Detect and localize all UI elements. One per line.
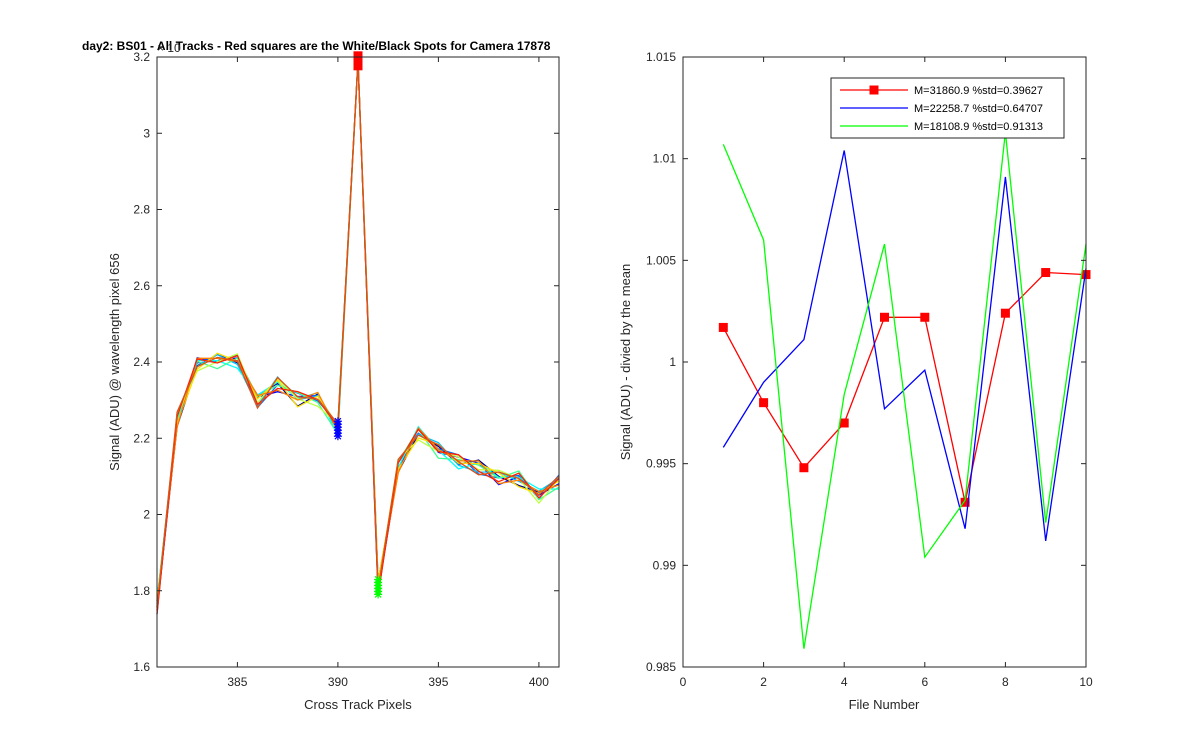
left-exponent-label: × 10 (157, 41, 181, 55)
left-y-tick-label: 1.6 (133, 660, 150, 674)
left-y-tick-label: 3.2 (133, 50, 150, 64)
right-series-line (722, 271, 1087, 503)
right-series-line (722, 150, 1087, 541)
right-series-point (799, 463, 809, 473)
left-plot-ticks: 385 390 395 400 1.6 1.8 2 2.2 2.4 2.6 2.8 3 3.2 (133, 50, 559, 689)
right-series-line (722, 132, 1087, 649)
right-y-tick-label: 1 (669, 355, 676, 369)
left-plot: 385 390 395 400 1.6 1.8 2 2.2 2.4 2.6 2.8 3 3.2 day2… (82, 39, 560, 712)
right-y-tick-label: 1.01 (653, 152, 677, 166)
left-x-tick-label: 395 (428, 675, 448, 689)
left-spot-star-marker (374, 590, 383, 599)
right-series-point (759, 398, 769, 408)
right-y-tick-label: 0.99 (653, 558, 677, 572)
left-y-tick-label: 2.6 (133, 279, 150, 293)
legend-swatch-marker (869, 85, 879, 95)
right-y-axis-label: Signal (ADU) - divied by the mean (618, 264, 633, 461)
left-x-tick-label: 385 (227, 675, 247, 689)
left-y-tick-label: 2 (143, 508, 150, 522)
left-y-tick-label: 2.2 (133, 431, 150, 445)
left-plot-title: day2: BS01 - All Tracks - Red squares ar… (82, 39, 551, 53)
right-y-tick-label: 0.985 (646, 660, 676, 674)
right-y-tick-label: 1.015 (646, 50, 676, 64)
legend-entries: M=31860.9 %std=0.39627 M=22258.7 %std=0.6… (840, 85, 1043, 133)
right-x-tick-label: 4 (841, 675, 848, 689)
left-x-axis-label: Cross Track Pixels (304, 697, 412, 712)
left-y-tick-label: 2.4 (133, 355, 150, 369)
left-x-tick-label: 400 (529, 675, 549, 689)
left-spot-star-marker (333, 432, 342, 441)
left-y-tick-label: 1.8 (133, 584, 150, 598)
right-x-tick-label: 2 (760, 675, 767, 689)
right-x-tick-label: 10 (1079, 675, 1093, 689)
left-white-spot-marker (353, 61, 363, 71)
right-x-tick-label: 8 (1002, 675, 1009, 689)
legend-entry-label: M=22258.7 %std=0.64707 (914, 103, 1043, 115)
right-series-point (1041, 268, 1051, 278)
legend-entry-label: M=18108.9 %std=0.91313 (914, 121, 1043, 133)
right-series-point (839, 418, 849, 428)
left-plot-content (156, 51, 560, 615)
right-plot-ticks: 0 2 4 6 8 10 0.985 0.99 0.995 1 1.005 1.01 1.015 (646, 50, 1093, 689)
left-y-tick-label: 2.8 (133, 203, 150, 217)
right-plot: 0 2 4 6 8 10 0.985 0.99 0.995 1 1.005 1.01 1.015 Fil… (618, 50, 1093, 712)
right-series-point (920, 312, 930, 322)
right-y-tick-label: 1.005 (646, 253, 676, 267)
left-x-tick-label: 390 (328, 675, 348, 689)
right-series-point (1000, 308, 1010, 318)
right-x-axis-label: File Number (849, 697, 920, 712)
legend: M=31860.9 %std=0.39627 M=22258.7 %std=0.6… (830, 77, 1065, 139)
left-y-tick-label: 3 (143, 126, 150, 140)
legend-entry-label: M=31860.9 %std=0.39627 (914, 85, 1043, 97)
right-x-tick-label: 6 (921, 675, 928, 689)
left-y-axis-label: Signal (ADU) @ wavelength pixel 656 (107, 253, 122, 471)
right-series-point (718, 322, 728, 332)
right-series-point (880, 312, 889, 322)
right-x-tick-label: 0 (680, 675, 687, 689)
right-y-tick-label: 0.995 (646, 457, 676, 471)
